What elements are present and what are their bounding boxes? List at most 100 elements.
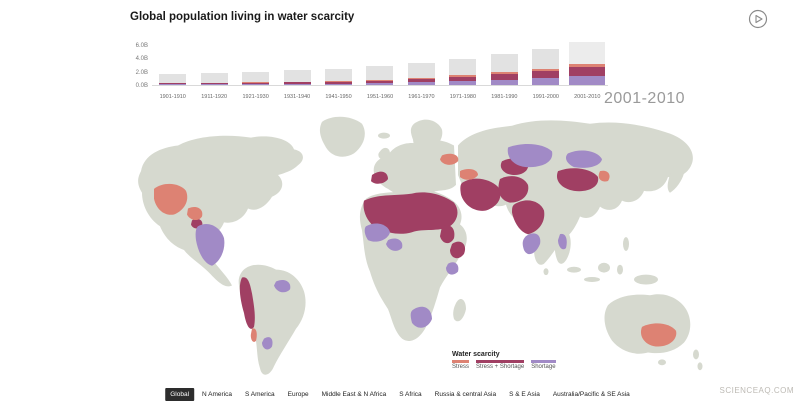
bar-segment-shortage (569, 75, 606, 85)
population-bar-chart: 6.0B 4.0B 2.0B 0.0B 1901-1910 1911-1920 1921-… (130, 40, 608, 100)
bar-segment-shortage (283, 83, 311, 85)
region-middle-east (460, 178, 501, 211)
island-iceland (378, 132, 390, 139)
bar-segment-stress-shortage (490, 73, 518, 81)
legend-color-swatch (531, 360, 556, 363)
y-axis: 6.0B 4.0B 2.0B 0.0B (130, 40, 148, 89)
bar-segment-not-in-scarcity (325, 69, 353, 81)
region-mongolia (566, 150, 602, 168)
bar-segment-stress (366, 79, 394, 81)
legend-items: Stress Stress + Shortage Shortage (452, 360, 556, 370)
bar-segment-stress-shortage (449, 76, 477, 82)
y-axis-tick: 4.0B (135, 56, 148, 63)
bar-segment-not-in-scarcity (366, 66, 394, 80)
bar-segment-not-in-scarcity (283, 70, 311, 82)
bar-segment-shortage (242, 84, 270, 85)
bar-column (567, 39, 608, 85)
bar-segment-stress (569, 64, 606, 67)
bar-segment-not-in-scarcity (532, 48, 560, 69)
bar-segment-stress (449, 75, 477, 77)
tab-s-america[interactable]: S America (245, 391, 275, 398)
island-madagascar (453, 298, 466, 322)
region-nile-valley (440, 225, 455, 244)
region-north-africa (363, 192, 458, 234)
bar-segment-shortage (325, 83, 353, 85)
map-shortage-regions (162, 144, 602, 350)
continent-south-america (238, 264, 306, 375)
region-central-chile (250, 328, 257, 342)
map-stress-regions (154, 153, 677, 347)
tab-australia-pacific-se-asia[interactable]: Australia/Pacific & SE Asia (552, 391, 630, 398)
bar-segment-not-in-scarcity (200, 72, 228, 83)
bar-segment-stress-shortage (366, 80, 394, 84)
continent-australia (604, 294, 691, 354)
region-east-africa (446, 262, 459, 275)
bar-plot (152, 39, 608, 86)
legend-label: Stress + Shortage (476, 364, 525, 370)
tab-europe[interactable]: Europe (287, 391, 309, 398)
bar-segment-stress-shortage (407, 78, 435, 83)
x-axis-label: 1961-1970 (408, 94, 435, 100)
bar-column (401, 39, 442, 85)
island-sulawesi (617, 264, 623, 275)
bar-column (193, 39, 234, 85)
island-new-zealand-north (693, 349, 699, 360)
bar-segment-stress-shortage (283, 82, 311, 84)
legend-item: Shortage (531, 360, 556, 370)
tab-s-e-asia[interactable]: S & E Asia (509, 391, 540, 398)
watermark: SCIENCEAQ.COM (719, 386, 794, 395)
bar-segment-stress-shortage (200, 83, 228, 85)
tab-s-africa[interactable]: S Africa (399, 391, 422, 398)
bar-segment-stress-shortage (242, 82, 270, 84)
region-thailand (558, 233, 567, 250)
legend-label: Shortage (531, 364, 556, 370)
region-sahel (364, 223, 390, 242)
page-title: Global population living in water scarci… (130, 11, 355, 23)
x-axis-labels: 1901-1910 1911-1920 1921-1930 1931-1940 1941… (152, 94, 608, 100)
bar-segment-stress-shortage (159, 83, 187, 85)
x-axis-label: 1971-1980 (449, 94, 477, 100)
world-map (138, 116, 703, 375)
legend-color-swatch (452, 360, 470, 363)
bar-segment-shortage (159, 84, 187, 85)
island-borneo (598, 262, 610, 273)
bar-segment-stress (325, 80, 353, 82)
bar-column (276, 39, 317, 85)
bar-column (525, 39, 566, 85)
bar-segment-stress (407, 77, 435, 79)
island-new-zealand-south (697, 362, 703, 371)
region-turkey (460, 169, 478, 180)
tab-global[interactable]: Global (165, 388, 195, 401)
x-axis-label: 1981-1990 (491, 94, 518, 100)
island-philippines (623, 237, 629, 251)
bar-segment-stress-shortage (532, 70, 560, 79)
bar-column (318, 39, 359, 85)
island-britain (378, 147, 390, 160)
bar-segment-not-in-scarcity (490, 53, 518, 72)
region-mexico (195, 223, 225, 266)
play-button[interactable] (748, 9, 768, 29)
island-japan (667, 164, 685, 193)
bar-column (152, 39, 193, 85)
region-south-africa (410, 306, 432, 328)
y-axis-tick: 2.0B (135, 69, 148, 76)
island-sumatra (567, 266, 581, 273)
continent-north-america (138, 135, 303, 287)
tab-russia-central-asia[interactable]: Russia & central Asia (434, 391, 497, 398)
region-south-india (522, 233, 541, 255)
region-north-india (512, 200, 545, 235)
legend-item: Stress (452, 360, 470, 370)
bar-segment-shortage (407, 82, 435, 85)
bar-segment-stress (242, 82, 270, 83)
region-north-china-coast (598, 170, 610, 182)
bar-segment-shortage (449, 81, 477, 85)
bar-segment-shortage (490, 80, 518, 85)
x-axis-label: 1941-1950 (325, 94, 352, 100)
bar-segment-shortage (200, 84, 228, 85)
tab-middle-east-n-africa[interactable]: Middle East & N Africa (321, 391, 387, 398)
continent-europe (373, 139, 456, 198)
tab-n-america[interactable]: N America (202, 391, 233, 398)
island-tasmania (658, 359, 666, 366)
bar-segment-stress (490, 71, 518, 74)
